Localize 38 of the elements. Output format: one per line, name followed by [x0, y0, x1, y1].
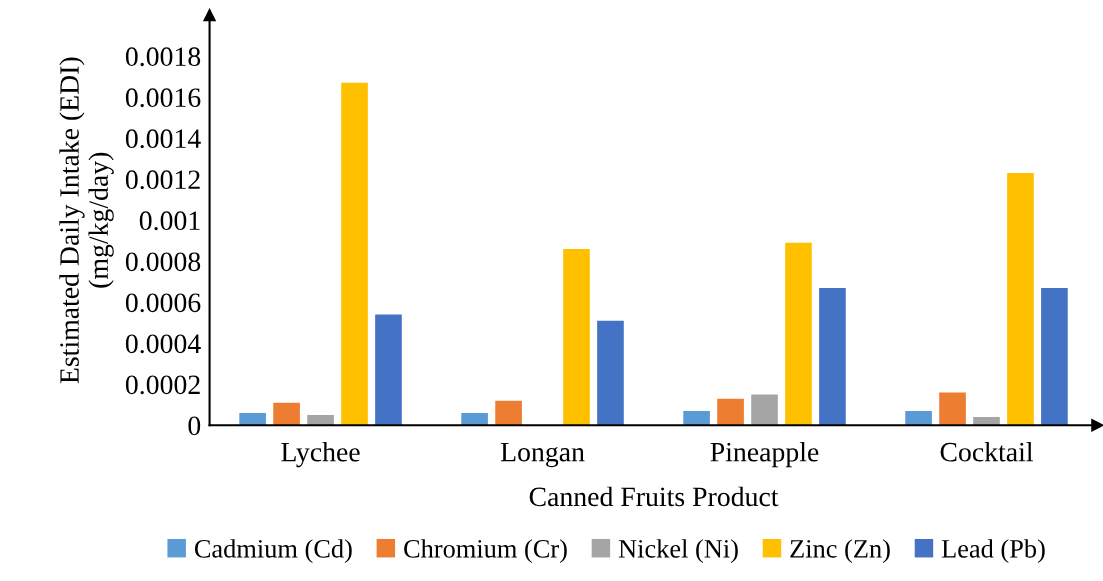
legend-label: Cadmium (Cd) [194, 539, 352, 564]
y-tick-label: 0.0018 [125, 47, 201, 67]
bar [495, 400, 522, 426]
bar [273, 402, 300, 426]
bar [1041, 287, 1068, 426]
y-tick-label: 0.001 [139, 211, 200, 231]
y-tick-label: 0.0016 [125, 88, 201, 108]
bar [239, 412, 266, 426]
bar [819, 287, 846, 426]
bar [1007, 173, 1034, 426]
bar [785, 242, 812, 426]
bar [563, 248, 590, 426]
bar [461, 412, 488, 426]
y-tick-label: 0.0008 [125, 252, 201, 272]
bar [341, 82, 368, 426]
bar [597, 320, 624, 426]
legend-label: Zinc (Zn) [790, 539, 890, 564]
bar [939, 392, 966, 426]
legend-label: Lead (Pb) [941, 539, 1045, 564]
legend-label: Chromium (Cr) [404, 539, 567, 564]
y-tick-label: 0.0012 [125, 170, 200, 190]
x-tick-label: Pineapple [710, 441, 819, 468]
x-tick-label: Cocktail [940, 441, 1033, 462]
y-tick-label: 0.0006 [125, 293, 201, 313]
bar [751, 394, 778, 426]
x-tick-label: Longan [500, 442, 585, 468]
bar [683, 410, 710, 426]
y-tick-label: 0.0014 [125, 129, 201, 149]
x-axis-title: Canned Fruits Product [529, 486, 779, 507]
y-tick-label: 0.0002 [125, 375, 200, 395]
bar [375, 314, 402, 426]
y-axis-title: Estimated Daily Intake (EDI) (mg/kg/day) [59, 57, 114, 384]
y-tick-label: 0.0004 [125, 334, 201, 354]
legend-label: Nickel (Ni) [618, 539, 738, 564]
bar [717, 398, 744, 426]
bar [905, 410, 932, 426]
y-tick-label: 0 [188, 416, 201, 436]
x-tick-label: Lychee [281, 441, 360, 468]
